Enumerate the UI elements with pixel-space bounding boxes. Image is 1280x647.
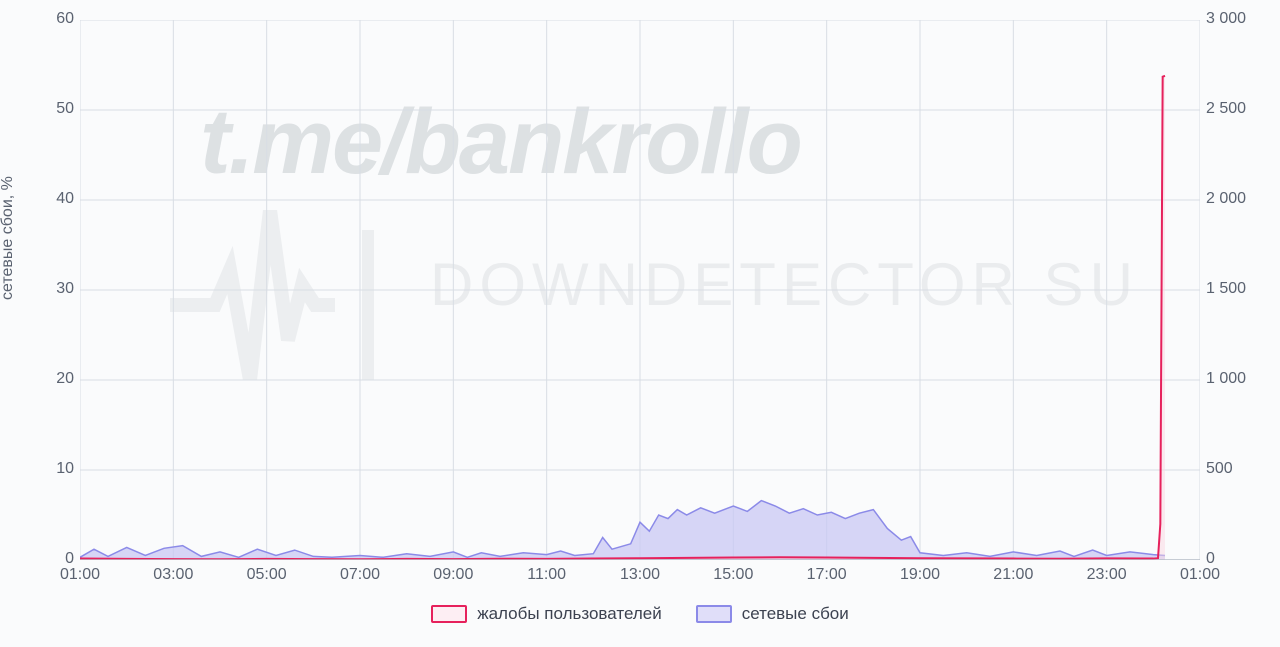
- xtick: 23:00: [1087, 566, 1127, 584]
- ytick-right: 2 500: [1206, 100, 1266, 118]
- ytick-left: 20: [14, 370, 74, 388]
- xtick: 03:00: [153, 566, 193, 584]
- chart-container: сетевые сбои, % жалобы t.me/bankrollo DO…: [0, 0, 1280, 647]
- xtick: 13:00: [620, 566, 660, 584]
- xtick: 07:00: [340, 566, 380, 584]
- ytick-left: 40: [14, 190, 74, 208]
- ytick-left: 60: [14, 10, 74, 28]
- ytick-right: 500: [1206, 460, 1266, 478]
- xtick: 05:00: [247, 566, 287, 584]
- xtick: 21:00: [993, 566, 1033, 584]
- ytick-right: 3 000: [1206, 10, 1266, 28]
- plot-area: [80, 20, 1200, 560]
- ytick-left: 10: [14, 460, 74, 478]
- xtick: 15:00: [713, 566, 753, 584]
- xtick: 17:00: [807, 566, 847, 584]
- ytick-left: 50: [14, 100, 74, 118]
- legend-swatch-complaints: [431, 605, 467, 623]
- ytick-right: 2 000: [1206, 190, 1266, 208]
- xtick: 19:00: [900, 566, 940, 584]
- legend-item-network[interactable]: сетевые сбои: [696, 604, 849, 624]
- chart-svg: [80, 20, 1200, 560]
- ytick-right: 1 000: [1206, 370, 1266, 388]
- xtick: 09:00: [433, 566, 473, 584]
- ytick-left: 30: [14, 280, 74, 298]
- xtick: 01:00: [60, 566, 100, 584]
- xtick: 01:00: [1180, 566, 1220, 584]
- ytick-right: 1 500: [1206, 280, 1266, 298]
- legend: жалобы пользователей сетевые сбои: [0, 604, 1280, 624]
- legend-label-network: сетевые сбои: [742, 604, 849, 624]
- legend-label-complaints: жалобы пользователей: [477, 604, 661, 624]
- legend-swatch-network: [696, 605, 732, 623]
- legend-item-complaints[interactable]: жалобы пользователей: [431, 604, 661, 624]
- xtick: 11:00: [527, 566, 566, 584]
